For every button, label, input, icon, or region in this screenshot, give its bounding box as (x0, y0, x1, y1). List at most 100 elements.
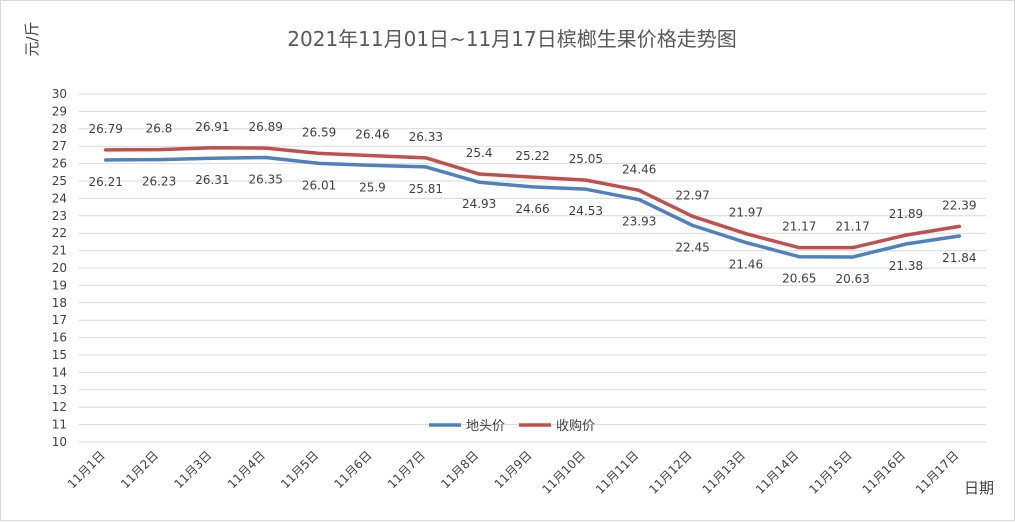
gridlines (79, 93, 986, 443)
data-point (424, 165, 428, 169)
data-label: 26.89 (249, 120, 283, 134)
data-point (210, 146, 214, 150)
data-point (477, 180, 481, 184)
data-point (317, 151, 321, 155)
x-axis-ticks: 11月1日 11月2日 11月3日 11月4日 11月5日 11月6日 11月7日 11月8日… (65, 448, 962, 496)
y-tick-label: 29 (52, 104, 67, 118)
data-label: 24.66 (515, 202, 549, 216)
data-label: 22.39 (942, 198, 976, 212)
y-tick-label: 18 (52, 296, 67, 310)
data-label: 26.21 (88, 175, 122, 189)
x-tick-label: 11月15日 (806, 448, 854, 496)
data-label: 26.79 (88, 122, 122, 136)
legend: 地头价 收购价 (429, 418, 595, 434)
y-tick-label: 28 (52, 122, 67, 136)
x-tick-label: 11月3日 (171, 448, 214, 491)
x-tick-label: 11月8日 (438, 448, 481, 491)
data-point (797, 246, 801, 250)
x-tick-label: 11月2日 (118, 448, 161, 491)
y-tick-label: 21 (52, 244, 67, 258)
x-tick-label: 11月11日 (593, 448, 641, 496)
data-point (264, 155, 268, 160)
data-point (370, 153, 375, 158)
data-point (530, 185, 535, 189)
y-tick-label: 10 (52, 435, 67, 449)
data-point (530, 175, 535, 179)
data-label: 26.59 (302, 125, 336, 139)
series-lines (103, 146, 962, 259)
data-point (584, 178, 588, 182)
data-point (157, 148, 161, 152)
data-label: 22.45 (675, 240, 709, 254)
x-tick-label: 11月16日 (860, 448, 908, 496)
data-point (744, 240, 748, 245)
y-tick-label: 23 (52, 209, 67, 223)
y-tick-label: 30 (52, 87, 67, 101)
data-point (690, 214, 695, 218)
data-label: 24.46 (622, 162, 656, 176)
data-label: 24.53 (569, 204, 603, 218)
data-point (637, 198, 641, 202)
data-label: 21.17 (782, 220, 816, 234)
data-label: 23.93 (622, 215, 656, 229)
data-label: 20.65 (782, 272, 816, 286)
y-tick-label: 24 (52, 191, 67, 205)
data-label: 26.35 (249, 173, 283, 187)
data-point (744, 232, 748, 236)
x-tick-label: 11月1日 (65, 448, 108, 491)
data-point (957, 224, 961, 229)
data-point (424, 156, 428, 160)
data-label: 25.22 (515, 149, 549, 163)
data-label: 25.05 (569, 152, 603, 166)
data-point (904, 242, 908, 246)
y-tick-label: 19 (52, 278, 67, 292)
y-tick-label: 11 (52, 418, 67, 432)
data-point (851, 246, 855, 250)
x-tick-label: 11月10日 (540, 448, 588, 496)
data-point (104, 158, 108, 162)
data-point (370, 163, 375, 167)
data-label: 26.31 (195, 173, 229, 187)
data-point (851, 255, 855, 259)
data-point (264, 146, 268, 150)
x-tick-label: 11月12日 (646, 448, 694, 496)
data-label: 25.9 (359, 180, 386, 194)
x-tick-label: 11月6日 (331, 448, 374, 491)
y-tick-label: 26 (52, 157, 67, 171)
data-label: 21.17 (835, 220, 869, 234)
data-point (477, 172, 481, 176)
data-label: 26.91 (195, 120, 229, 134)
y-tick-label: 17 (52, 313, 67, 327)
x-tick-label: 11月13日 (700, 448, 748, 496)
y-tick-label: 27 (52, 139, 67, 153)
data-label: 20.63 (835, 272, 869, 286)
data-label: 25.81 (409, 182, 443, 196)
data-point (104, 148, 108, 152)
y-tick-label: 13 (52, 383, 67, 397)
data-point (797, 255, 801, 259)
x-tick-label: 11月4日 (225, 448, 268, 491)
y-tick-label: 20 (52, 261, 67, 275)
data-label: 22.97 (675, 188, 709, 202)
data-label: 25.4 (466, 146, 493, 160)
x-tick-label: 11月5日 (278, 448, 321, 491)
data-labels: 26.21 26.23 26.31 26.35 26.01 25.9 25.81 24.93 2… (88, 120, 976, 286)
data-label: 21.46 (729, 258, 763, 272)
y-tick-label: 22 (52, 226, 67, 240)
data-label: 26.23 (142, 175, 176, 189)
y-tick-label: 25 (52, 174, 67, 188)
data-point (210, 156, 214, 160)
data-point (584, 187, 588, 191)
data-label: 21.97 (729, 206, 763, 220)
x-tick-label: 11月9日 (492, 448, 535, 491)
data-label: 21.38 (889, 259, 923, 273)
data-label: 21.84 (942, 251, 976, 265)
data-label: 24.93 (462, 197, 496, 211)
data-label: 26.8 (146, 122, 173, 136)
x-tick-label: 11月17日 (913, 448, 961, 496)
y-tick-label: 12 (52, 400, 67, 414)
data-label: 26.01 (302, 178, 336, 192)
data-point (637, 188, 641, 192)
data-point (317, 161, 321, 166)
